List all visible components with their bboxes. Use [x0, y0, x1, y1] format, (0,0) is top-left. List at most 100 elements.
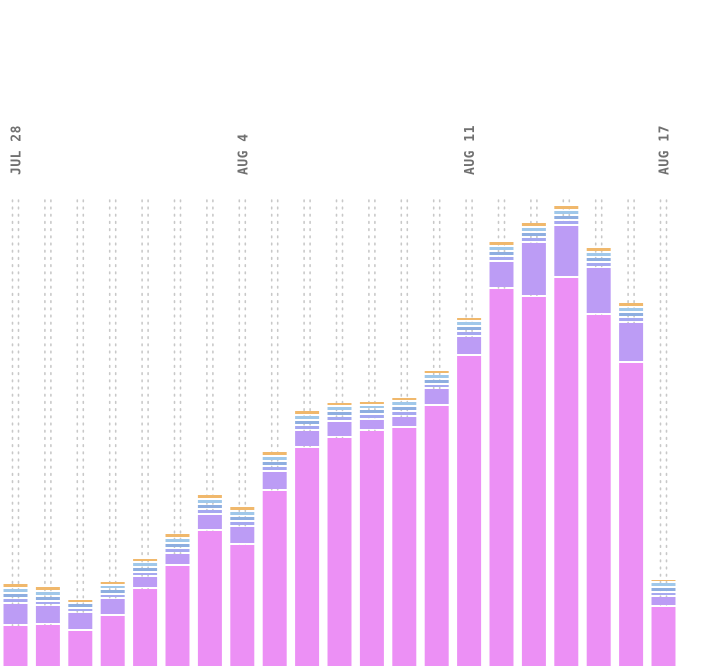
- bar-segment: [100, 595, 125, 597]
- bar-segment: [35, 625, 60, 666]
- bar-segment: [68, 613, 93, 629]
- bar-segment: [586, 248, 611, 251]
- bar-segment: [230, 507, 255, 510]
- bar-segment: [619, 313, 644, 316]
- bar-segment: [392, 428, 417, 666]
- bar-segment: [521, 243, 546, 295]
- bar-segment: [3, 584, 28, 587]
- bar-segment: [295, 416, 320, 419]
- bar-segment: [262, 462, 287, 465]
- bar-segment: [651, 593, 676, 595]
- bar-segment: [3, 599, 28, 602]
- bar-segment: [359, 406, 384, 408]
- bar-segment: [619, 318, 644, 321]
- bar-segment: [554, 226, 579, 276]
- bar-segment: [100, 616, 125, 666]
- bar-segment: [295, 421, 320, 424]
- bar-segment: [457, 332, 482, 335]
- bar-segment: [35, 587, 60, 590]
- bar-segment: [230, 517, 255, 520]
- bar-segment: [489, 289, 514, 666]
- bar-segment: [392, 398, 417, 400]
- bar-segment: [230, 522, 255, 525]
- bar-segment: [424, 406, 449, 666]
- bar-segment: [554, 211, 579, 214]
- bar-segment: [35, 602, 60, 604]
- bar-segment: [359, 431, 384, 666]
- bar-segment: [424, 389, 449, 404]
- bar-segment: [3, 604, 28, 624]
- bar-segment: [3, 626, 28, 666]
- bar-segment: [295, 431, 320, 446]
- bar-segment: [295, 448, 320, 666]
- bar-segment: [554, 221, 579, 224]
- bar-segment: [521, 223, 546, 226]
- bar-segment: [651, 583, 676, 586]
- bar-segment: [133, 563, 158, 566]
- bar-segment: [100, 599, 125, 614]
- bar-segment: [619, 363, 644, 666]
- bar-segment: [392, 417, 417, 426]
- bar-segment: [230, 527, 255, 543]
- bar-segment: [521, 233, 546, 236]
- bar-segment: [295, 411, 320, 414]
- date-tick-label: JUL 28: [10, 125, 25, 175]
- bar-segment: [133, 589, 158, 666]
- bar-segment: [35, 606, 60, 623]
- bar-segment: [197, 495, 222, 498]
- bar-segment: [230, 512, 255, 515]
- bar-segment: [586, 253, 611, 256]
- bar-segment: [619, 308, 644, 311]
- bar-segment: [295, 426, 320, 429]
- bar-segment: [165, 549, 190, 552]
- bar-segment: [262, 491, 287, 666]
- bar-segment: [327, 438, 352, 666]
- bar-segment: [586, 258, 611, 261]
- bar-segment: [197, 515, 222, 529]
- bar-segment: [197, 505, 222, 508]
- bar-segment: [165, 544, 190, 547]
- bar-segment: [424, 380, 449, 383]
- bar-segment: [262, 467, 287, 470]
- bar-segment: [457, 337, 482, 354]
- bar-segment: [424, 375, 449, 378]
- bar-segment: [68, 604, 93, 607]
- date-tick-label: AUG 11: [463, 125, 478, 175]
- bar-segment: [554, 206, 579, 209]
- bar-segment: [521, 238, 546, 241]
- bar-segment: [197, 510, 222, 513]
- bar-segment: [327, 417, 352, 420]
- bar-segment: [521, 297, 546, 666]
- bar-segment: [457, 356, 482, 666]
- bar-segment: [100, 590, 125, 593]
- bar-segment: [586, 268, 611, 313]
- bar-segment: [651, 580, 676, 581]
- bar-segment: [392, 402, 417, 405]
- bar-segment: [133, 559, 158, 561]
- bar-segment: [586, 315, 611, 666]
- bar-segment: [359, 415, 384, 418]
- date-labels: JUL 28 AUG 4 AUG 11 AUG 17: [10, 125, 673, 175]
- bar-segment: [489, 242, 514, 245]
- bar-segment: [230, 545, 255, 666]
- bar-segment: [262, 457, 287, 460]
- bar-segment: [165, 534, 190, 537]
- bar-segment: [327, 412, 352, 415]
- bar-segment: [165, 566, 190, 666]
- bar-segment: [651, 597, 676, 605]
- bar-segment: [133, 568, 158, 571]
- bar-segment: [554, 278, 579, 666]
- bar-segment: [100, 586, 125, 588]
- bar-segment: [359, 420, 384, 429]
- date-tick-label: AUG 17: [658, 125, 673, 175]
- bar-segment: [424, 371, 449, 373]
- bar-segment: [165, 539, 190, 542]
- bar-segment: [457, 327, 482, 330]
- bar-segment: [165, 554, 190, 564]
- bar-segment: [327, 407, 352, 410]
- bar-segment: [197, 500, 222, 503]
- bar-segment: [619, 323, 644, 361]
- bar-segment: [100, 582, 125, 584]
- bar-segment: [133, 573, 158, 575]
- bar-segment: [392, 412, 417, 415]
